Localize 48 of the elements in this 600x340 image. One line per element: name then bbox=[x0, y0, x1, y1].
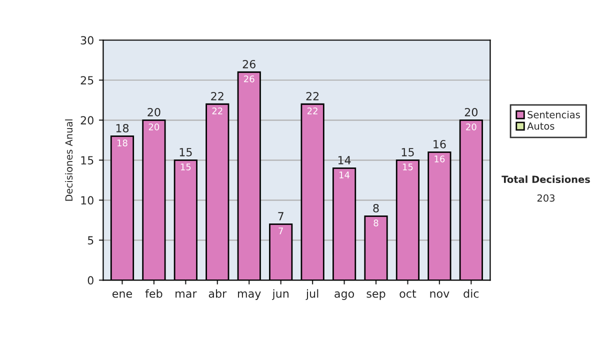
data-label: 15 bbox=[402, 164, 413, 170]
x-tick-label: jul bbox=[306, 289, 318, 300]
x-tick-label: nov bbox=[430, 291, 450, 298]
x-tick-label: sep bbox=[366, 291, 386, 300]
y-tick-label: 0 bbox=[88, 276, 94, 285]
total-label: 26 bbox=[242, 60, 256, 68]
x-tick-label: dic bbox=[464, 289, 479, 298]
total-label: 20 bbox=[148, 108, 160, 116]
y-tick-label: 15 bbox=[81, 156, 94, 165]
data-label: 26 bbox=[244, 75, 254, 82]
text: Total Decisiones bbox=[502, 175, 590, 184]
data-label: 8 bbox=[374, 220, 378, 226]
total-label: 20 bbox=[464, 108, 478, 116]
x-tick-label: feb bbox=[145, 289, 162, 298]
data-label: 18 bbox=[117, 139, 128, 146]
total-label: 15 bbox=[180, 148, 192, 156]
y-tick-label: 10 bbox=[81, 196, 94, 205]
data-label: 22 bbox=[212, 107, 222, 114]
total-label: 15 bbox=[402, 148, 414, 156]
total-label: 16 bbox=[434, 140, 446, 148]
data-label: 20 bbox=[148, 123, 160, 130]
x-tick-label: oct bbox=[400, 290, 416, 298]
total-label: 22 bbox=[306, 92, 319, 100]
y-tick-label: 30 bbox=[80, 36, 94, 44]
x-tick-label: mar bbox=[176, 291, 197, 298]
total-label: 14 bbox=[338, 156, 351, 164]
legend-label: Autos bbox=[527, 122, 554, 130]
total-label: 8 bbox=[373, 204, 379, 212]
total-label: 18 bbox=[116, 124, 129, 132]
data-label: 16 bbox=[434, 156, 445, 162]
x-tick-label: may bbox=[238, 291, 261, 300]
total-label: 7 bbox=[278, 212, 284, 220]
x-tick-label: abr bbox=[208, 289, 227, 298]
data-label: 14 bbox=[340, 172, 350, 178]
data-label: 7 bbox=[278, 228, 283, 234]
data-label: 15 bbox=[180, 164, 191, 170]
text: 203 bbox=[537, 194, 554, 202]
data-label: 22 bbox=[307, 107, 318, 114]
data-label: 20 bbox=[466, 123, 476, 130]
y-tick-label: 25 bbox=[80, 76, 94, 85]
x-tick-label: jun bbox=[272, 289, 288, 300]
legend-label: Sentencias bbox=[528, 110, 580, 118]
x-tick-label: ene bbox=[112, 291, 132, 298]
y-tick-label: 5 bbox=[88, 236, 94, 245]
y-tick-label: 20 bbox=[80, 116, 94, 125]
x-tick-label: ago bbox=[334, 291, 354, 300]
total-label: 22 bbox=[211, 92, 224, 100]
y-axis-title: Decisiones Anual bbox=[65, 119, 73, 201]
